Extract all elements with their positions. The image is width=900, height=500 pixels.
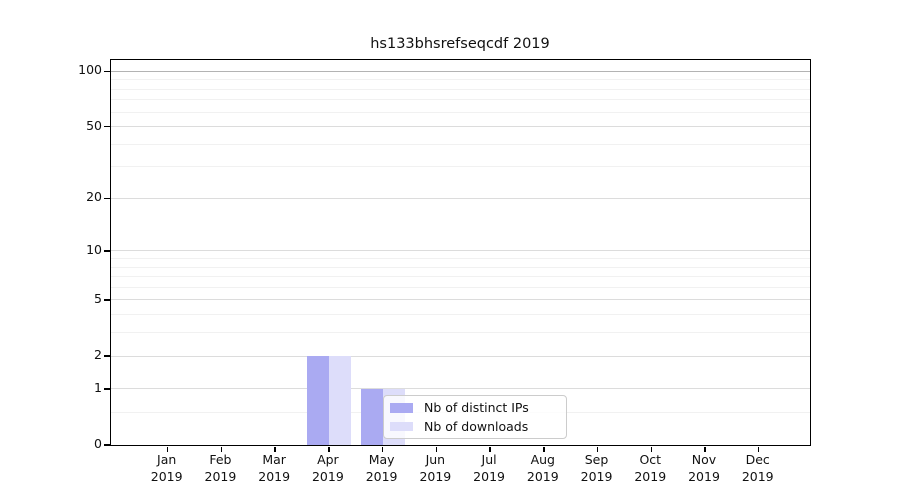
gridline-major: [111, 388, 810, 390]
x-tick-label: Jun 2019: [393, 452, 477, 485]
y-tick-label: 100: [78, 62, 102, 78]
gridline-major: [111, 355, 810, 357]
x-tick-label: Dec 2019: [716, 452, 800, 485]
y-tick-label: 0: [94, 436, 102, 451]
gridline-major: [111, 126, 810, 128]
x-tick-year: 2019: [741, 468, 774, 484]
x-tick-label: Apr 2019: [286, 452, 370, 485]
gridline-minor: [111, 143, 810, 145]
x-tick-year: 2019: [634, 468, 667, 484]
y-tick-label: 50: [86, 117, 102, 133]
gridline-minor: [111, 166, 810, 168]
x-tick-year: 2019: [150, 468, 183, 484]
x-tick-mark: [220, 446, 223, 452]
legend-swatch-distinct-ips-icon: [390, 403, 413, 413]
x-tick-mark: [381, 446, 384, 452]
bar-distinct-ips-may: [360, 388, 383, 445]
legend: Nb of distinct IPs Nb of downloads: [383, 395, 567, 439]
x-tick-mark: [435, 446, 438, 452]
x-tick-month: Apr: [317, 452, 339, 467]
x-tick-month: Jan: [157, 452, 177, 467]
x-tick-year: 2019: [311, 468, 344, 484]
x-tick-month: Sep: [584, 452, 609, 467]
x-tick-year: 2019: [526, 468, 559, 484]
x-tick-year: 2019: [688, 468, 720, 484]
x-tick-mark: [328, 446, 330, 452]
x-tick-label: Jul 2019: [447, 452, 531, 485]
legend-item-distinct-ips: Nb of distinct IPs: [390, 400, 558, 416]
x-tick-year: 2019: [365, 468, 398, 484]
gridline-minor: [111, 79, 810, 81]
x-tick-label: Nov 2019: [662, 452, 746, 485]
gridline-minor: [111, 286, 810, 288]
x-tick-label: Oct 2019: [608, 452, 692, 485]
x-tick-year: 2019: [258, 468, 291, 484]
x-tick-mark: [704, 446, 706, 452]
x-tick-label: Aug 2019: [501, 452, 585, 485]
x-tick-mark: [758, 446, 760, 452]
x-tick-label: May 2019: [340, 452, 424, 485]
x-tick-month: Mar: [262, 452, 286, 467]
x-tick-label: Mar 2019: [232, 452, 316, 485]
chart-title: hs133bhsrefseqcdf 2019: [370, 36, 550, 52]
y-tick-label: 2: [94, 347, 102, 363]
y-tick-mark: [104, 355, 110, 357]
x-tick-year: 2019: [580, 468, 613, 484]
y-tick-mark: [104, 444, 110, 446]
legend-label-downloads: Nb of downloads: [424, 418, 529, 434]
y-tick-mark: [104, 250, 110, 252]
x-tick-month: Nov: [691, 452, 717, 467]
legend-swatch-downloads-icon: [390, 421, 413, 431]
y-tick-mark: [104, 299, 110, 301]
gridline-major: [111, 70, 810, 72]
x-tick-mark: [650, 446, 652, 452]
gridline-minor: [111, 332, 810, 334]
legend-label-distinct-ips: Nb of distinct IPs: [424, 400, 529, 416]
x-tick-mark: [596, 446, 599, 452]
x-tick-month: Oct: [639, 452, 662, 467]
bar-distinct-ips-apr: [306, 356, 329, 445]
x-tick-mark: [274, 446, 276, 452]
plot-area: Nb of distinct IPs Nb of downloads: [104, 59, 811, 452]
x-tick-year: 2019: [419, 468, 452, 484]
legend-item-downloads: Nb of downloads: [390, 419, 558, 435]
gridline-minor: [111, 99, 810, 101]
x-tick-label: Sep 2019: [555, 452, 639, 485]
x-tick-month: Feb: [209, 452, 232, 467]
gridline-minor: [111, 258, 810, 260]
y-tick-label: 1: [94, 379, 102, 395]
gridline-minor: [111, 314, 810, 316]
y-tick-mark: [104, 125, 110, 128]
x-tick-mark: [543, 446, 545, 452]
x-tick-month: May: [368, 452, 395, 467]
x-tick-month: Jul: [481, 452, 497, 467]
gridline-major: [111, 250, 810, 252]
gridline-minor: [111, 266, 810, 268]
gridline-minor: [111, 88, 810, 90]
x-tick-label: Feb 2019: [178, 452, 262, 485]
gridline-major: [111, 197, 810, 199]
x-tick-month: Jun: [425, 452, 446, 467]
y-tick-label: 10: [86, 241, 102, 257]
y-tick-mark: [104, 388, 110, 390]
gridline-major: [111, 299, 810, 301]
x-tick-year: 2019: [473, 468, 505, 484]
x-tick-month: Dec: [745, 452, 770, 467]
y-tick-mark: [104, 197, 110, 200]
x-tick-label: Jan 2019: [125, 452, 209, 485]
gridline-minor: [111, 111, 810, 113]
x-tick-mark: [489, 446, 491, 452]
x-tick-month: Aug: [530, 452, 555, 467]
x-tick-year: 2019: [204, 468, 237, 484]
gridline-minor: [111, 276, 810, 278]
x-tick-mark: [167, 446, 169, 452]
y-tick-mark: [104, 70, 110, 72]
y-tick-label: 20: [86, 189, 102, 205]
y-tick-label: 5: [94, 290, 102, 306]
bar-downloads-apr: [328, 356, 351, 445]
